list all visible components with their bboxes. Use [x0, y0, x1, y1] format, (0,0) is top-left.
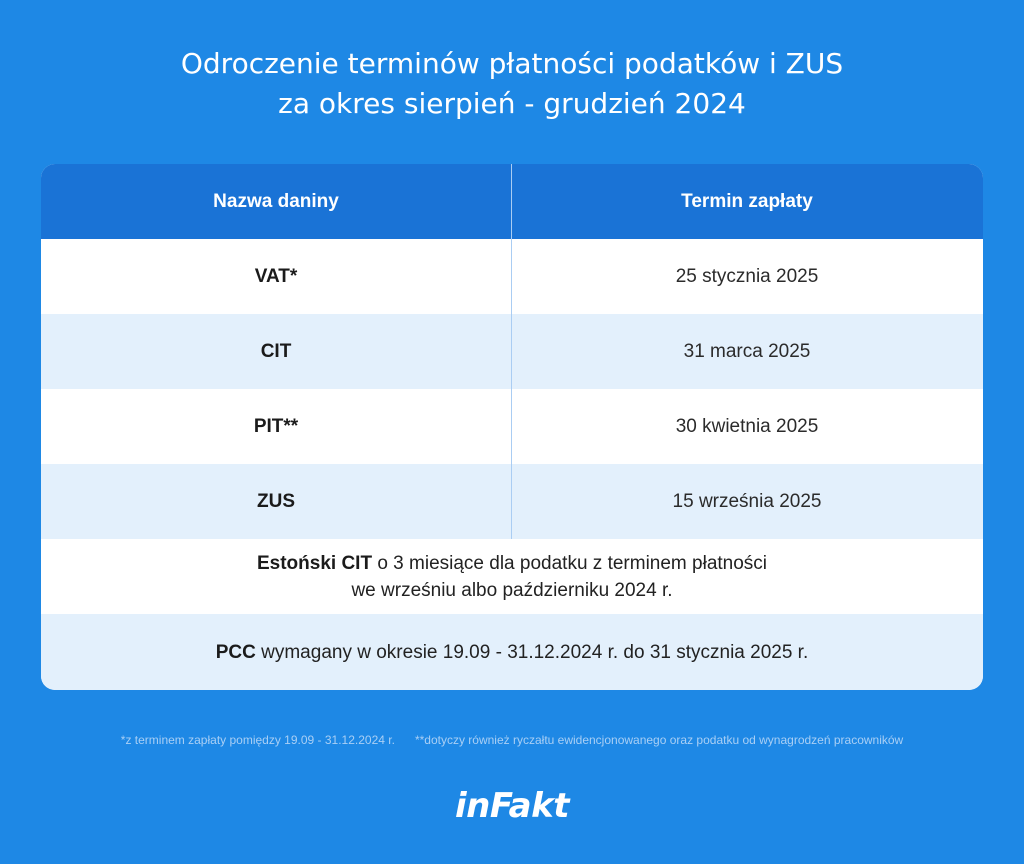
payment-date: 25 stycznia 2025 — [675, 265, 819, 287]
payment-date: 15 września 2025 — [672, 490, 822, 512]
payment-date: 31 marca 2025 — [683, 340, 811, 362]
estonian-cit-text-2: we wrześniu albo październiku 2024 r. — [351, 579, 673, 601]
table-row: VAT* 25 stycznia 2025 — [41, 239, 983, 314]
title-line-1: Odroczenie terminów płatności podatków i… — [180, 47, 844, 80]
estonian-cit-note: Estoński CIT o 3 miesiące dla podatku z … — [41, 539, 983, 614]
title-line-2: za okres sierpień - grudzień 2024 — [278, 87, 746, 120]
table-row: PIT** 30 kwietnia 2025 — [41, 389, 983, 464]
tax-name: ZUS — [257, 490, 295, 512]
page-title: Odroczenie terminów płatności podatków i… — [0, 44, 1024, 124]
estonian-cit-text: o 3 miesiące dla podatku z terminem płat… — [372, 552, 768, 574]
tax-deadline-table: Nazwa daniny Termin zapłaty VAT* 25 styc… — [41, 164, 983, 690]
footnote-2: **dotyczy również ryczałtu ewidencjonowa… — [414, 733, 904, 747]
pcc-label: PCC — [215, 641, 256, 663]
payment-date: 30 kwietnia 2025 — [675, 415, 819, 437]
estonian-cit-label: Estoński CIT — [256, 552, 373, 574]
header-tax-name: Nazwa daniny — [213, 190, 339, 212]
table-row: CIT 31 marca 2025 — [41, 314, 983, 389]
tax-name: VAT* — [254, 265, 298, 287]
tax-name: CIT — [260, 340, 292, 362]
tax-name: PIT** — [253, 415, 299, 437]
header-payment-date: Termin zapłaty — [681, 190, 813, 212]
pcc-note: PCC wymagany w okresie 19.09 - 31.12.202… — [41, 614, 983, 690]
pcc-text: wymagany w okresie 19.09 - 31.12.2024 r.… — [255, 641, 809, 663]
column-divider — [511, 164, 512, 539]
table-row: ZUS 15 września 2025 — [41, 464, 983, 539]
table-header: Nazwa daniny Termin zapłaty — [41, 164, 983, 239]
footnotes: *z terminem zapłaty pomiędzy 19.09 - 31.… — [0, 733, 1024, 747]
infakt-logo: inFakt — [455, 786, 570, 826]
footnote-1: *z terminem zapłaty pomiędzy 19.09 - 31.… — [120, 733, 395, 747]
